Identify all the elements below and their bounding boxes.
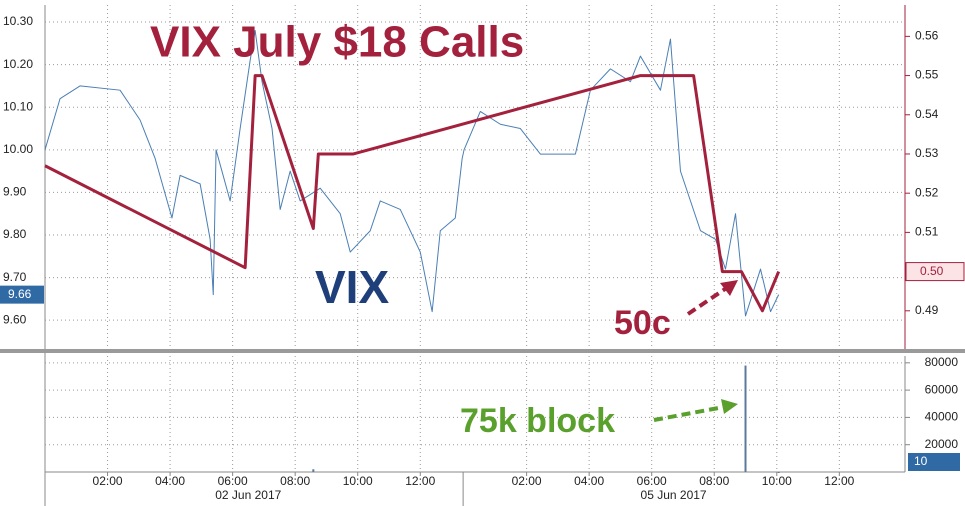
x-tick-label: 06:00	[218, 474, 248, 488]
calls-label: VIX July $18 Calls	[150, 18, 524, 67]
annotation: 50c	[614, 304, 671, 342]
y-tick-label: 80000	[925, 355, 959, 369]
y-tick-label: 10.10	[3, 99, 33, 113]
y2-tick-label: 0.49	[915, 303, 939, 317]
x-tick-label: 12:00	[405, 474, 435, 488]
y-tick-label: 9.80	[3, 227, 27, 241]
y-tick-label: 40000	[925, 410, 959, 424]
x-tick-label: 10:00	[762, 474, 792, 488]
y-tick-label: 10.00	[3, 142, 33, 156]
y-tick-label: 9.70	[3, 270, 27, 284]
y2-tick-label: 0.53	[915, 146, 939, 160]
vix-line	[44, 30, 780, 317]
y-tick-label: 60000	[925, 382, 959, 396]
last-value-tag	[908, 453, 960, 471]
y2-tick-label: 0.55	[915, 68, 939, 82]
y-tick-label: 10.20	[3, 57, 33, 71]
x-tick-label: 08:00	[280, 474, 310, 488]
x-tick-label: 08:00	[699, 474, 729, 488]
x-tick-label: 02:00	[512, 474, 542, 488]
date-label: 02 Jun 2017	[215, 488, 281, 502]
last-value-label: 10	[914, 454, 928, 468]
panel-divider	[0, 349, 965, 353]
y2-tick-label: 0.52	[915, 185, 939, 199]
calls-line	[44, 74, 781, 313]
x-tick-label: 06:00	[637, 474, 667, 488]
y2-tick-label: 0.51	[915, 225, 939, 239]
date-label: 05 Jun 2017	[641, 488, 707, 502]
y2-tick-label: 0.54	[915, 107, 939, 121]
y-tick-label: 20000	[925, 437, 959, 451]
x-tick-label: 04:00	[574, 474, 604, 488]
y-tick-label: 10.30	[3, 14, 33, 28]
arrow	[686, 285, 730, 316]
y-tick-label: 9.90	[3, 185, 27, 199]
x-tick-label: 12:00	[824, 474, 854, 488]
y-tick-label: 9.60	[3, 312, 27, 326]
x-tick-label: 10:00	[343, 474, 373, 488]
last-value-label: 0.50	[920, 264, 944, 278]
last-value-tag	[0, 285, 44, 304]
vix-label: VIX	[315, 261, 389, 313]
last-value-label: 9.66	[8, 287, 32, 301]
bar	[744, 365, 747, 472]
bar	[777, 471, 780, 473]
y2-tick-label: 0.56	[915, 29, 939, 43]
x-tick-label: 04:00	[155, 474, 185, 488]
arrow-head	[720, 280, 738, 296]
arrow	[653, 405, 725, 422]
x-tick-label: 02:00	[93, 474, 123, 488]
arrow-head	[721, 399, 738, 414]
last-value-tag	[905, 262, 965, 282]
annotation: 75k block	[460, 402, 615, 440]
bar	[312, 469, 315, 472]
